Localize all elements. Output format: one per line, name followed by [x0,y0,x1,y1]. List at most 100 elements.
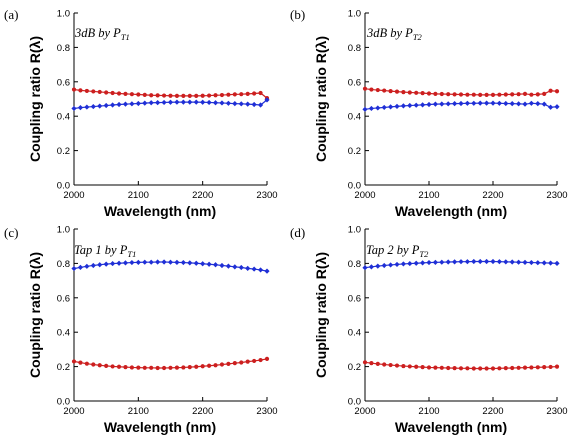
data-point [496,100,502,106]
data-point [490,100,496,106]
data-point [478,92,483,97]
data-point [142,365,147,370]
data-point [490,366,496,371]
data-point [123,91,128,96]
data-point [381,262,387,269]
data-point [394,89,400,94]
data-point [181,365,186,370]
data-point [219,92,225,98]
x-tick-label: 2000 [63,406,84,417]
data-point [528,100,534,106]
data-point [155,365,160,371]
data-point [465,366,470,371]
data-point [78,360,83,365]
data-point [362,360,368,365]
annotation: 3dB by PT2 [366,26,423,42]
data-point [445,259,451,265]
y-tick-label: 0.2 [348,146,361,157]
data-point [226,361,231,366]
data-point [439,91,444,97]
data-point [213,363,218,368]
data-point [258,357,263,363]
data-point [97,262,103,268]
data-point [264,97,270,103]
data-point [187,365,192,370]
data-point [503,92,508,97]
data-point [439,259,445,265]
data-point [541,101,547,107]
x-tick-label: 2000 [354,190,375,201]
data-point [84,361,89,366]
x-tick-label: 2300 [546,190,567,201]
data-point [382,362,387,367]
data-point [200,261,206,267]
data-point [149,93,154,98]
data-point [484,366,489,371]
data-point [155,93,160,98]
data-point [420,91,425,96]
data-point [155,100,161,106]
data-point [167,259,174,265]
data-point [155,259,161,265]
data-point [407,364,412,369]
data-point [375,263,381,269]
data-point [452,259,458,265]
data-point [464,259,470,265]
data-point [84,88,89,94]
data-point [528,259,534,266]
x-tick-label: 2100 [128,406,149,417]
data-point [471,92,476,97]
data-point [251,101,257,108]
data-point [136,365,141,370]
data-point [194,364,199,369]
data-point [368,105,374,112]
data-point [484,100,490,106]
data-point [116,91,122,96]
data-point [420,102,426,108]
y-tick-label: 0.2 [348,362,361,373]
data-point [135,100,141,107]
data-point [452,92,457,97]
x-tick-label: 2200 [192,406,213,417]
data-point [516,365,521,370]
data-point [135,259,141,265]
y-tick-label: 0.8 [348,43,361,54]
data-point [161,99,167,106]
data-point [522,91,528,96]
data-point [458,259,464,265]
data-point [110,102,116,108]
data-point [420,260,426,266]
annotation: Tap 1 by PT1 [74,243,136,259]
y-tick-label: 0.2 [57,146,70,157]
data-point [90,103,96,110]
data-point [471,258,477,265]
y-tick-label: 0.4 [348,328,361,339]
x-axis-title: Wavelength (nm) [395,203,507,219]
data-point [394,261,400,268]
data-point [535,365,540,370]
x-tick-label: 2000 [63,190,84,201]
annotation-sub: T2 [419,249,429,259]
x-tick-label: 2100 [418,190,439,201]
data-point [362,86,368,91]
data-point [452,101,458,107]
y-tick-label: 0.4 [57,112,70,123]
x-tick-label: 2100 [128,190,149,201]
data-point [206,261,212,267]
annotation-main: Tap 2 by P [366,243,420,257]
annotation-sub: T2 [413,32,423,42]
data-point [97,89,102,95]
data-point [529,365,534,370]
data-point [516,92,521,97]
data-point [497,92,502,97]
data-point [97,103,103,109]
data-point [129,259,135,266]
y-tick-label: 0.0 [57,397,70,408]
data-point [200,99,206,105]
data-point [213,93,218,98]
data-point [193,99,199,105]
panel-b: (b) 3dB by PT2 Wavelength (nm) Coupling … [290,7,568,219]
y-tick-label: 1.0 [348,9,361,20]
data-point [362,265,368,271]
data-point [174,365,180,370]
